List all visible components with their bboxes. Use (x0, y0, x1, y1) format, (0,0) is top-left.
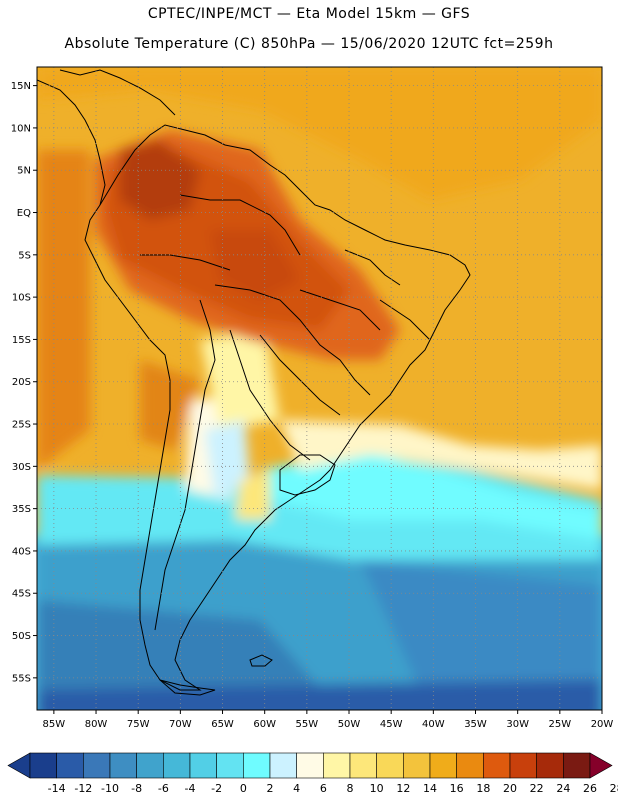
colorbar-underflow (7, 752, 31, 779)
lat-label: 30S (12, 462, 31, 473)
south-america-outline (84, 124, 471, 691)
colorbar-label: 14 (423, 782, 437, 795)
colorbar-bin (456, 752, 484, 779)
colorbar-label: 16 (450, 782, 464, 795)
colorbar-bin (536, 752, 564, 779)
lon-label: 65W (211, 719, 234, 730)
lat-label: 15S (12, 335, 31, 346)
map-frame (36, 66, 603, 711)
temperature-field (37, 67, 602, 710)
colorbar-bin (296, 752, 324, 779)
latitude-labels: 15N 10N 5N EQ 5S 10S 15S 20S 25S 30S 35S 40S 45S 50S 5… (11, 81, 37, 684)
colorbar-bin (349, 752, 377, 779)
colorbar-bin (136, 752, 164, 779)
lon-label: 70W (169, 719, 192, 730)
lon-label: 55W (296, 719, 319, 730)
colorbar-bin (189, 752, 217, 779)
colorbar: -14 -12 -10 -8 -6 -4 -2 0 2 4 6 8 10 12 14 16 18 20 22 24 26… (7, 752, 618, 795)
colorbar-bin (243, 752, 271, 779)
colorbar-label: 28 (610, 782, 618, 795)
lon-label: 50W (338, 719, 361, 730)
colorbar-label: -12 (74, 782, 92, 795)
colorbar-label: 26 (583, 782, 597, 795)
colorbar-label: 4 (293, 782, 300, 795)
lat-label: 55S (12, 673, 31, 684)
lat-label: 10N (11, 123, 31, 134)
colorbar-label: -2 (211, 782, 222, 795)
colorbar-bin (429, 752, 457, 779)
colorbar-label: 24 (556, 782, 570, 795)
colorbar-overflow (589, 752, 613, 779)
coastlines (37, 69, 471, 696)
title-line-1: CPTEC/INPE/MCT — Eta Model 15km — GFS (147, 6, 471, 22)
lat-label: 40S (12, 546, 31, 557)
colorbar-label: -6 (158, 782, 169, 795)
title-line-2: Absolute Temperature (C) 850hPa — 15/06/… (64, 36, 554, 52)
colorbar-label: 20 (503, 782, 517, 795)
lon-label: 60W (253, 719, 276, 730)
border-andes (154, 299, 216, 631)
colorbar-label: -4 (185, 782, 196, 795)
malvinas (249, 654, 273, 667)
colorbar-bin (83, 752, 111, 779)
colorbar-label: -10 (101, 782, 119, 795)
colorbar-bin (216, 752, 244, 779)
lon-label: 40W (422, 719, 445, 730)
colorbar-label: 0 (240, 782, 247, 795)
lat-label: 25S (12, 420, 31, 431)
lon-label: 45W (380, 719, 403, 730)
lat-label: 50S (12, 631, 31, 642)
colorbar-bin (163, 752, 191, 779)
colorbar-bin (403, 752, 431, 779)
central-america-coast (37, 79, 106, 206)
lat-label: 5S (18, 250, 31, 261)
lon-label: 80W (85, 719, 108, 730)
colorbar-bin (509, 752, 537, 779)
colorbar-label: 12 (396, 782, 410, 795)
lon-label: 35W (464, 719, 487, 730)
lat-label: 20S (12, 377, 31, 388)
lon-label: 20W (591, 719, 614, 730)
colorbar-bin (323, 752, 351, 779)
lat-label: 15N (11, 81, 31, 92)
border-brazil (140, 194, 431, 461)
colorbar-label: 10 (370, 782, 384, 795)
colorbar-label: 8 (347, 782, 354, 795)
colorbar-bin (269, 752, 297, 779)
colorbar-bin (29, 752, 57, 779)
longitude-labels: 85W 80W 75W 70W 65W 60W 55W 50W 45W 40W 35W 30W 25W 2… (43, 710, 614, 730)
colorbar-bin (109, 752, 137, 779)
colorbar-label: -14 (48, 782, 66, 795)
lat-label: 5N (17, 166, 31, 177)
colorbar-bin (56, 752, 84, 779)
colorbar-label: 2 (267, 782, 274, 795)
lon-label: 75W (127, 719, 150, 730)
lon-label: 30W (506, 719, 529, 730)
tierra-del-fuego (159, 679, 216, 696)
caribbean-coast (59, 69, 176, 116)
colorbar-label: 22 (530, 782, 544, 795)
lon-label: 85W (43, 719, 66, 730)
lat-label: 35S (12, 504, 31, 515)
colorbar-label: -8 (131, 782, 142, 795)
lat-label: 10S (12, 293, 31, 304)
colorbar-bin (376, 752, 404, 779)
lat-label: EQ (17, 208, 31, 219)
colorbar-bin (483, 752, 511, 779)
colorbar-bin (563, 752, 591, 779)
lat-label: 45S (12, 589, 31, 600)
colorbar-label: 6 (320, 782, 327, 795)
lon-label: 25W (549, 719, 572, 730)
colorbar-label: 18 (476, 782, 490, 795)
